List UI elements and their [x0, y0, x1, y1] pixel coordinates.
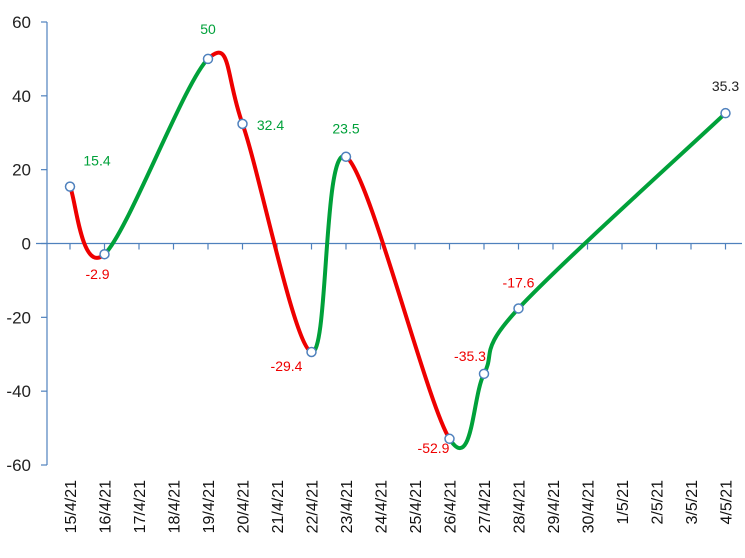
x-tick-label: 16/4/21 — [98, 480, 115, 533]
data-label: 15.4 — [83, 153, 110, 169]
data-label: -17.6 — [503, 274, 535, 290]
series-segment — [309, 154, 348, 355]
data-label: -52.9 — [418, 440, 450, 456]
x-tick-label: 17/4/21 — [132, 480, 149, 533]
y-tick-label: 60 — [12, 13, 31, 32]
data-point — [478, 368, 490, 380]
x-tick-label: 29/4/21 — [546, 480, 563, 533]
data-point — [720, 107, 731, 119]
x-tick-label: 23/4/21 — [339, 480, 356, 533]
x-tick-label: 4/5/21 — [719, 480, 736, 525]
data-label: -2.9 — [85, 266, 109, 282]
data-point — [202, 53, 214, 65]
series-segment — [206, 50, 245, 126]
y-tick-label: -40 — [6, 382, 31, 401]
data-label: -35.3 — [454, 348, 486, 364]
x-tick-label: 27/4/21 — [477, 480, 494, 533]
data-label: 35.3 — [712, 78, 739, 94]
x-tick-label: 28/4/21 — [512, 480, 529, 533]
series-segment — [102, 56, 210, 257]
x-tick-label: 15/4/21 — [63, 480, 80, 533]
axes: 60 40 20 0 -20 -40 -60 15/4/21 16/4/21 17/4/21 18/… — [6, 13, 742, 533]
x-tick-label: 1/5/21 — [615, 480, 632, 525]
data-markers — [64, 53, 731, 445]
data-label: 32.4 — [257, 117, 284, 133]
series-segment — [516, 111, 728, 311]
x-tick-label: 18/4/21 — [167, 480, 184, 533]
y-tick-label: 40 — [12, 87, 31, 106]
data-labels: 15.4 -2.9 50 32.4 -29.4 23.5 -52.9 -35.3 -17.6 35… — [83, 21, 739, 456]
y-tick-label: -60 — [6, 456, 31, 475]
series-segment — [447, 371, 486, 450]
series-segment — [240, 121, 314, 355]
x-tick-label: 22/4/21 — [305, 480, 322, 533]
x-tick-label: 19/4/21 — [201, 480, 218, 533]
x-tick-label: 24/4/21 — [374, 480, 391, 533]
x-tick-label: 25/4/21 — [408, 480, 425, 533]
y-tick-label: 0 — [22, 235, 31, 254]
data-label: 23.5 — [332, 121, 359, 137]
data-label: -29.4 — [271, 358, 303, 374]
data-point — [513, 303, 524, 314]
data-point — [99, 248, 110, 260]
series-line — [68, 50, 728, 450]
x-tick-label: 21/4/21 — [270, 480, 287, 533]
x-tick-label: 30/4/21 — [581, 480, 598, 533]
x-tick-label: 3/5/21 — [684, 480, 701, 525]
data-label: 50 — [200, 21, 216, 37]
x-tick-label: 2/5/21 — [650, 480, 667, 525]
x-tick-label: 26/4/21 — [443, 480, 460, 533]
series-segment — [482, 306, 521, 376]
y-tick-label: -20 — [6, 308, 31, 327]
series-segment — [68, 184, 107, 260]
x-tick-label: 20/4/21 — [236, 480, 253, 533]
data-point — [64, 181, 76, 192]
y-tick-label: 20 — [12, 161, 31, 180]
data-point — [340, 151, 352, 162]
data-point — [444, 433, 455, 445]
data-point — [237, 118, 248, 130]
data-point — [306, 346, 317, 358]
series-segment — [344, 154, 452, 441]
